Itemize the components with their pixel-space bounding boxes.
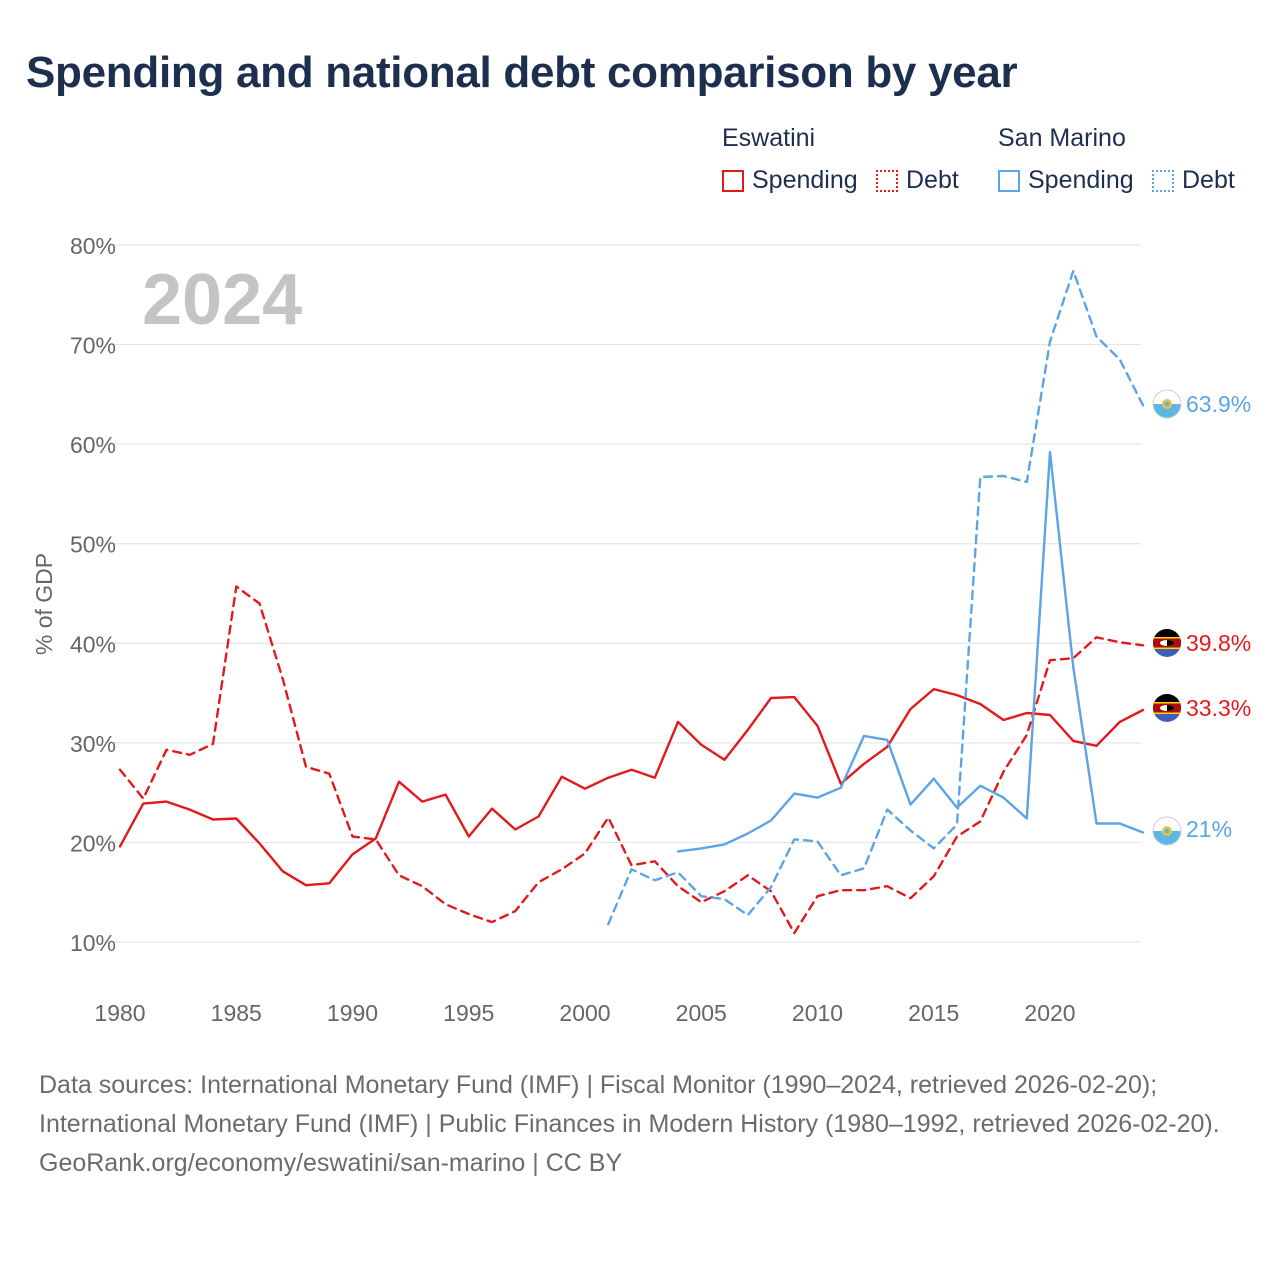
legend-item-eswatini-debt[interactable]: Debt: [876, 166, 959, 195]
legend-item-san-marino-debt[interactable]: Debt: [1152, 166, 1235, 195]
x-tick-label: 2010: [792, 1000, 843, 1026]
series-line-eswatini-spending[interactable]: [118, 687, 1145, 887]
x-tick-label: 2015: [908, 1000, 959, 1026]
y-tick-label: 40%: [70, 631, 116, 657]
y-tick-label: 80%: [70, 233, 116, 259]
x-tick-label: 1995: [443, 1000, 494, 1026]
legend-label: Debt: [1182, 166, 1235, 194]
attribution-link[interactable]: GeoRank.org/economy/eswatini/san-marino …: [39, 1149, 623, 1177]
y-tick-label: 50%: [70, 532, 116, 558]
eswatini-flag-icon: [1153, 694, 1181, 722]
x-tick-label: 1985: [211, 1000, 262, 1026]
x-tick-label: 1980: [94, 1000, 145, 1026]
end-label-eswatini-debt: 39.8%: [1186, 630, 1251, 656]
legend-swatch-dotted-icon: [1152, 169, 1174, 192]
series-line-san-marino-debt[interactable]: [607, 269, 1145, 926]
series-lines: [118, 269, 1145, 935]
legend-group-san-marino: San Marino: [998, 124, 1126, 152]
year-watermark: 2024: [142, 260, 302, 340]
legend-group-eswatini: Eswatini: [722, 124, 816, 152]
series-line-san-marino-spending[interactable]: [676, 450, 1145, 853]
chart-title: Spending and national debt comparison by…: [26, 48, 1018, 97]
end-marker-san-marino-spending[interactable]: [1152, 816, 1182, 846]
x-tick-label: 1990: [327, 1000, 378, 1026]
end-label-san-marino-spending: 21%: [1186, 816, 1232, 842]
legend-label: Spending: [1028, 166, 1134, 194]
legend-swatch-dotted-icon: [876, 169, 898, 192]
footer: Data sources: International Monetary Fun…: [39, 1066, 1239, 1183]
end-label-san-marino-debt: 63.9%: [1186, 391, 1251, 417]
y-tick-label: 70%: [70, 333, 116, 359]
legend-swatch-solid-icon: [722, 169, 744, 192]
san-marino-flag-icon: [1153, 390, 1181, 418]
data-sources: Data sources: International Monetary Fun…: [39, 1071, 1220, 1138]
legend-item-eswatini-spending[interactable]: Spending: [722, 166, 858, 195]
x-tick-label: 2005: [676, 1000, 727, 1026]
y-tick-label: 20%: [70, 830, 116, 856]
series-line-eswatini-debt[interactable]: [118, 585, 1145, 935]
legend-item-san-marino-spending[interactable]: Spending: [998, 166, 1134, 195]
gridlines: [114, 244, 1141, 943]
end-marker-eswatini-debt[interactable]: [1153, 629, 1181, 657]
legend-label: Spending: [752, 166, 858, 194]
end-label-eswatini-spending: 33.3%: [1186, 695, 1251, 721]
end-marker-eswatini-spending[interactable]: [1153, 694, 1181, 722]
y-tick-label: 30%: [70, 731, 116, 757]
end-marker-san-marino-debt[interactable]: [1152, 389, 1182, 419]
x-tick-label: 2000: [559, 1000, 610, 1026]
y-tick-label: 60%: [70, 432, 116, 458]
eswatini-flag-icon: [1153, 629, 1181, 657]
san-marino-flag-icon: [1153, 817, 1181, 845]
legend-label: Debt: [906, 166, 959, 194]
legend-swatch-solid-icon: [998, 169, 1020, 192]
axes: 10% 20% 30% 40% 50% 60% 70% 80% 1980 1985 1990 1995…: [70, 233, 1076, 1026]
line-chart: 2024 10% 20% 30% 40% 50% 60% 70% 80% 1980 1985 199…: [31, 233, 1251, 1026]
y-axis-label: % of GDP: [31, 553, 57, 655]
y-tick-label: 10%: [70, 930, 116, 956]
x-tick-label: 2020: [1024, 1000, 1075, 1026]
